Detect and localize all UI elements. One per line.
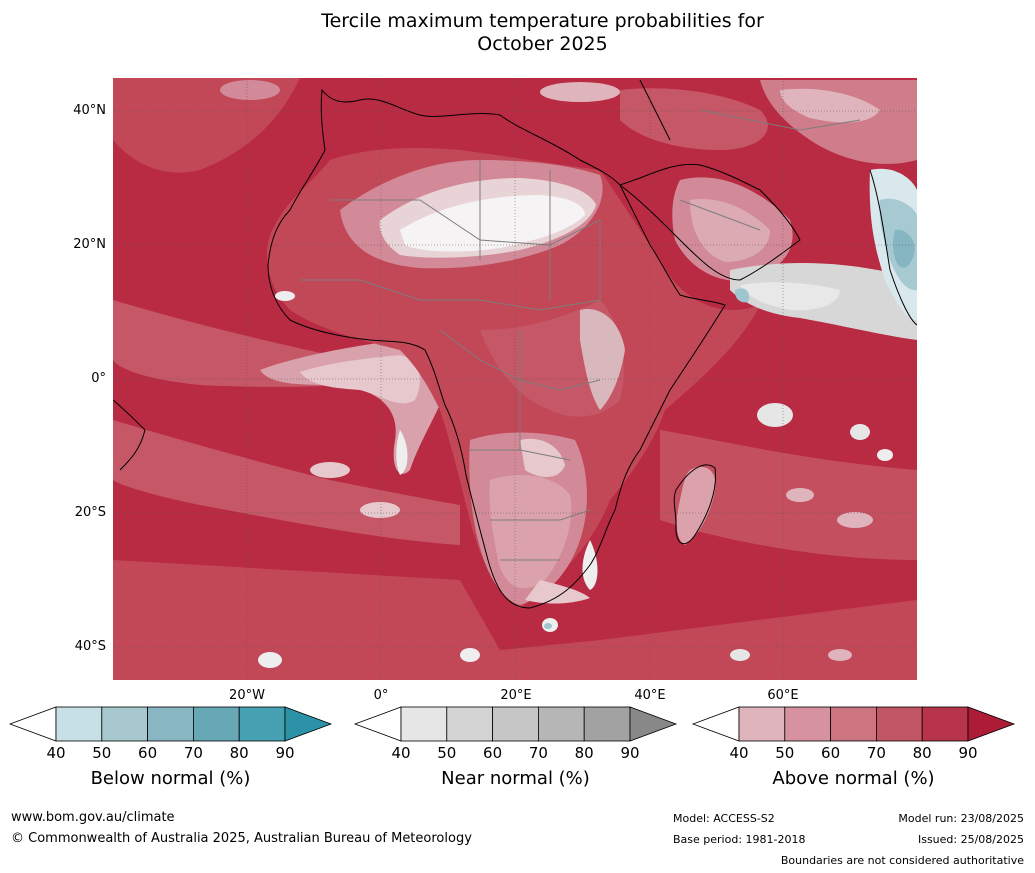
- colorbar-above-min-arrow: [691, 706, 740, 742]
- colorbar-near-min-arrow: [353, 706, 402, 742]
- colorbar-above-title: Above normal (%): [772, 768, 935, 789]
- colorbar-below-tick: 40: [46, 744, 66, 762]
- speckle-16: [540, 82, 620, 102]
- colorbar-above-segment: [921, 706, 969, 742]
- colorbar-near-tick: 90: [620, 744, 640, 762]
- lat-label-20s: 20°S: [74, 505, 106, 520]
- speckle-2: [850, 424, 870, 440]
- patch-north-atlantic: [113, 78, 300, 173]
- lon-label-20e: 20°E: [500, 688, 532, 703]
- graticule: [113, 78, 917, 680]
- colorbar-above-segment: [876, 706, 923, 742]
- colorbar-below-min-arrow: [8, 706, 57, 742]
- colorbar-below-segment: [238, 706, 286, 742]
- speckle-7: [828, 649, 852, 661]
- colorbar-above-tick: 40: [729, 744, 749, 762]
- colorbar-below-tick: 90: [275, 744, 295, 762]
- patch-mediterranean-east: [620, 88, 768, 150]
- footer-url[interactable]: www.bom.gov.au/climate: [11, 810, 175, 825]
- colorbar-near-title: Near normal (%): [441, 768, 590, 789]
- lon-label-20w: 20°W: [229, 688, 265, 703]
- speckle-12: [310, 462, 350, 478]
- patch-arabia-light: [690, 199, 770, 262]
- speckle-6: [730, 649, 750, 661]
- lon-label-0: 0°: [373, 688, 389, 703]
- colorbar-above-tick: 50: [775, 744, 795, 762]
- speckle-11: [544, 623, 552, 629]
- colorbar-below-max-arrow: [284, 706, 333, 742]
- coastlines: [113, 79, 917, 609]
- lon-label-40e: 40°E: [634, 688, 666, 703]
- lat-label-40s: 40°S: [74, 639, 106, 654]
- colorbar-below-tick: 50: [92, 744, 112, 762]
- colorbar-above-tick: 90: [958, 744, 978, 762]
- colorbar-near-segment: [492, 706, 539, 742]
- speckle-1: [757, 403, 793, 427]
- patch-atlantic-white: [396, 430, 408, 475]
- colorbar-below-segment: [101, 706, 149, 742]
- speckle-8: [258, 652, 282, 668]
- footer-model-run: Model run: 23/08/2025: [898, 812, 1024, 825]
- chart-title: Tercile maximum temperature probabilitie…: [0, 10, 1035, 56]
- colorbar-near-tick: 70: [528, 744, 548, 762]
- colorbar-above-segment: [738, 706, 786, 742]
- colorbar-near-tick: 40: [391, 744, 411, 762]
- colorbars: [8, 706, 1016, 742]
- colorbar-below-segment: [192, 706, 240, 742]
- colorbar-above-tick: 80: [912, 744, 932, 762]
- title-line-1: Tercile maximum temperature probabilitie…: [321, 10, 764, 32]
- colorbar-above-segment: [830, 706, 877, 742]
- speckle-4: [786, 488, 814, 502]
- patch-arabian-sea-near-light: [740, 282, 840, 311]
- patch-southern-ocean: [113, 560, 917, 680]
- map-area: [113, 78, 917, 680]
- colorbar-above-segment: [784, 706, 831, 742]
- speckle-5: [837, 512, 873, 528]
- patch-central-asia-light: [780, 88, 880, 123]
- footer-disclaimer: Boundaries are not considered authoritat…: [780, 854, 1024, 867]
- colorbar-near-tick: 50: [437, 744, 457, 762]
- colorbar-below-tick: 70: [183, 744, 203, 762]
- colorbar-below-tick: 80: [229, 744, 249, 762]
- patch-madagascar: [676, 466, 716, 545]
- country-borders: [300, 109, 861, 561]
- patch-india-blue-dark: [893, 229, 915, 268]
- speckle-3: [877, 449, 893, 461]
- colorbar-near-max-arrow: [629, 706, 678, 742]
- colorbar-above-max-arrow: [967, 706, 1016, 742]
- speckle-14: [275, 291, 295, 301]
- colorbar-below-title: Below normal (%): [90, 768, 251, 789]
- speckle-13: [360, 502, 400, 518]
- colorbar-below-tick: 60: [138, 744, 158, 762]
- title-line-2: October 2025: [477, 33, 608, 55]
- lat-label-40n: 40°N: [73, 103, 106, 118]
- colorbar-near-segment: [583, 706, 631, 742]
- colorbar-below-segment: [147, 706, 194, 742]
- colorbar-near-segment: [446, 706, 493, 742]
- lat-label-20n: 20°N: [73, 237, 106, 252]
- colorbar-near-segment: [400, 706, 448, 742]
- colorbar-near-segment: [538, 706, 585, 742]
- patch-blue-somalia: [734, 288, 750, 303]
- footer-model: Model: ACCESS-S2: [673, 812, 775, 825]
- lon-label-60e: 60°E: [767, 688, 799, 703]
- footer-issued: Issued: 25/08/2025: [917, 833, 1024, 846]
- colorbar-near-tick: 80: [574, 744, 594, 762]
- africa-field: [266, 148, 760, 608]
- colorbar-below-segment: [55, 706, 103, 742]
- footer-base-period: Base period: 1981-2018: [673, 833, 806, 846]
- speckle-15: [220, 80, 280, 100]
- speckle-9: [460, 648, 480, 662]
- lat-label-0: 0°: [91, 371, 106, 386]
- footer-copyright: © Commonwealth of Australia 2025, Austra…: [11, 831, 472, 846]
- colorbar-above-tick: 70: [866, 744, 886, 762]
- colorbar-above-tick: 60: [821, 744, 841, 762]
- colorbar-near-tick: 60: [483, 744, 503, 762]
